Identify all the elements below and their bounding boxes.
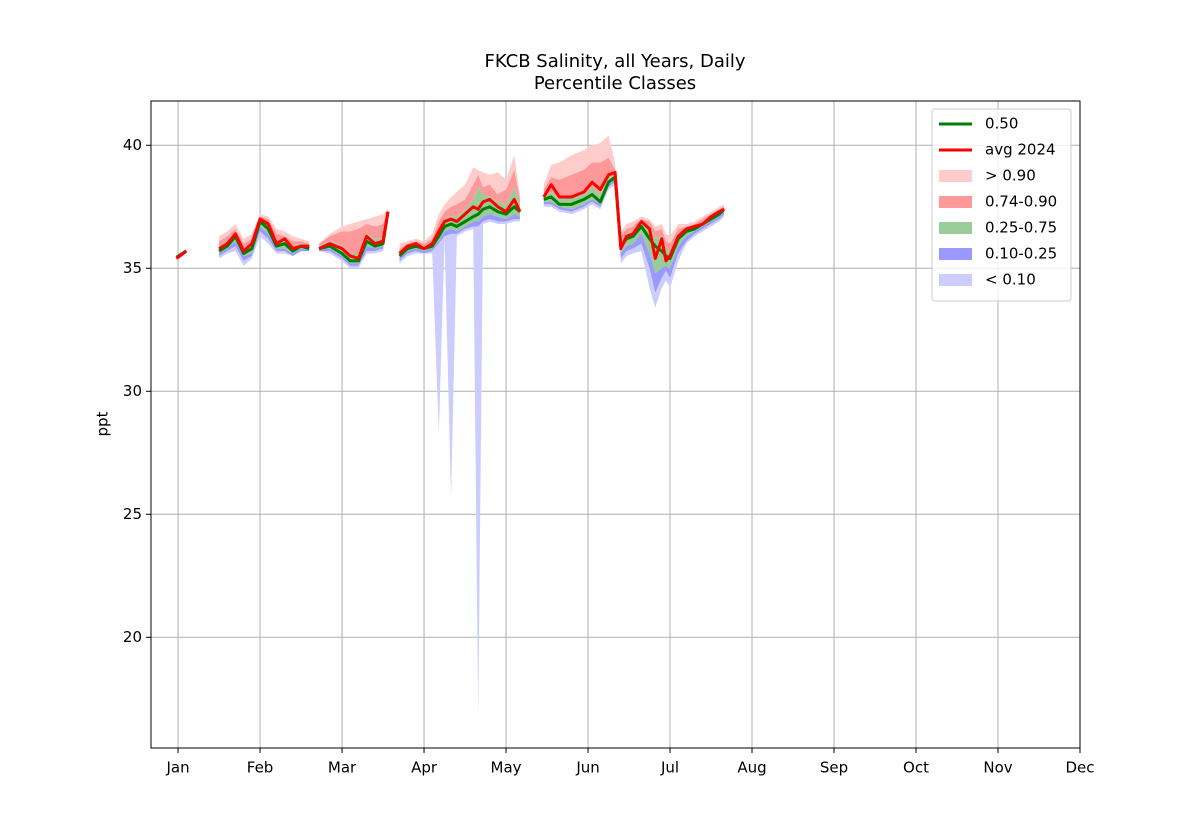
legend-label: 0.25-0.75 <box>985 219 1057 237</box>
chart-title: FKCB Salinity, all Years, Daily <box>484 51 745 72</box>
legend-label: > 0.90 <box>985 167 1036 185</box>
plot-frame <box>150 100 1081 749</box>
legend-swatch <box>939 196 972 208</box>
x-tick-label: Jan <box>165 759 189 777</box>
percentile-band <box>176 182 725 717</box>
x-tick-label: Dec <box>1065 759 1094 777</box>
y-tick-label: 40 <box>123 136 142 154</box>
legend-swatch <box>939 248 972 260</box>
legend: 0.50 avg 2024 > 0.90 0.74-0.90 0.25-0.75 0.10… <box>931 108 1072 302</box>
x-tick-label: Nov <box>983 759 1012 777</box>
x-tick-label: Sep <box>820 759 848 777</box>
x-tick-label: Apr <box>411 759 438 777</box>
x-tick-label: Oct <box>903 759 929 777</box>
series-line <box>175 170 725 263</box>
chart-subtitle: Percentile Classes <box>534 73 696 94</box>
legend-label: < 0.10 <box>985 271 1036 289</box>
y-axis-label: ppt <box>94 411 112 436</box>
legend-swatch <box>939 170 972 182</box>
y-tick-label: 25 <box>123 505 142 523</box>
axes: 20 25 30 35 40 Jan Feb Mar Apr May Jun Jul Aug Sep Oct… <box>123 100 1095 777</box>
legend-swatch <box>939 222 972 234</box>
percentile-band <box>176 135 725 256</box>
x-tick-label: Feb <box>247 759 274 777</box>
legend-swatch <box>939 274 972 286</box>
legend-label: 0.10-0.25 <box>985 245 1057 263</box>
x-tick-label: Jul <box>660 759 679 777</box>
x-tick-label: Jun <box>575 759 599 777</box>
y-tick-label: 20 <box>123 628 142 646</box>
lines <box>175 170 726 263</box>
x-tick-label: Mar <box>328 759 357 777</box>
legend-label: 0.74-0.90 <box>985 193 1057 211</box>
y-tick-label: 35 <box>123 259 142 277</box>
legend-label: 0.50 <box>985 115 1018 133</box>
x-tick-label: Aug <box>737 759 766 777</box>
y-tick-label: 30 <box>123 382 142 400</box>
x-tick-label: May <box>491 759 522 777</box>
percentile-band <box>176 157 725 258</box>
legend-label: avg 2024 <box>985 141 1056 159</box>
